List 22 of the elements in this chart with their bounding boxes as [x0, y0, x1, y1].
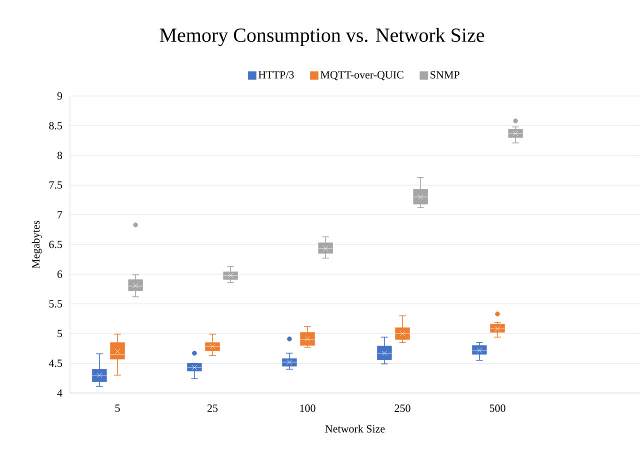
y-tick-label: 6	[57, 270, 62, 278]
x-tick-label: 500	[490, 404, 506, 412]
y-axis-title: Megabytes	[32, 220, 42, 268]
y-tick-label: 9	[57, 92, 62, 100]
x-tick-label: 5	[115, 404, 120, 412]
x-tick-label: 250	[394, 404, 410, 412]
legend-label: SNMP	[430, 71, 460, 79]
y-tick-label: 4	[57, 389, 62, 397]
y-tick-label: 5	[58, 330, 62, 338]
y-tick-label: 8.5	[49, 122, 62, 130]
y-tick-label: 8	[57, 152, 62, 160]
legend-label: MQTT-over-QUIC	[320, 71, 404, 80]
y-tick-label: 7	[58, 211, 62, 218]
y-tick-label: 7.5	[49, 181, 62, 189]
y-tick-label: 4.5	[48, 360, 62, 367]
y-tick-label: 6.5	[49, 240, 62, 248]
x-axis-title: Network Size	[325, 424, 385, 433]
x-tick-label: 100	[300, 404, 316, 412]
legend-label: HTTP/3	[258, 71, 294, 79]
chart-title: Memory Consumption vs. Network Size	[160, 28, 484, 46]
x-tick-label: 25	[207, 404, 218, 412]
y-tick-label: 5.5	[49, 300, 62, 308]
